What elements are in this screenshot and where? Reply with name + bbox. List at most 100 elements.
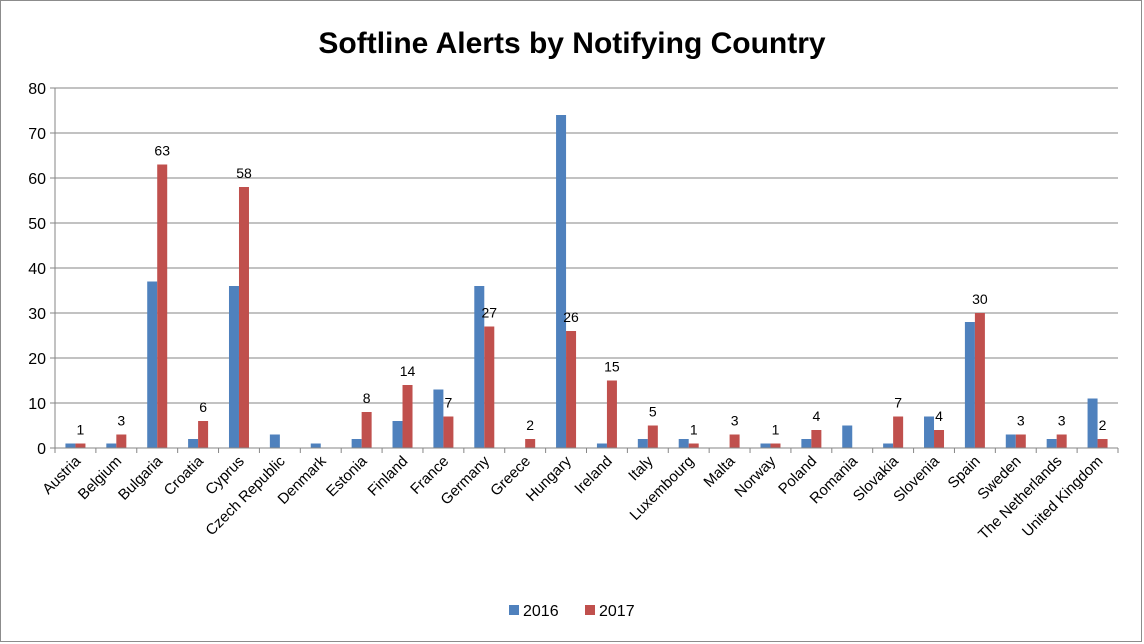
bar-2016-22 (964, 322, 975, 448)
y-tick-label: 70 (28, 126, 46, 143)
data-label-2017-11: 2 (526, 417, 534, 433)
bar-2017-24 (1056, 434, 1067, 448)
data-label-2017-0: 1 (77, 422, 85, 438)
bar-2017-10 (484, 326, 495, 448)
bar-2017-20 (893, 416, 904, 448)
y-tick-label: 30 (28, 306, 46, 323)
data-label-2017-20: 7 (894, 395, 902, 411)
data-label-2017-21: 4 (935, 408, 943, 424)
bar-2016-5 (269, 434, 280, 448)
x-tick-label: Slovenia (890, 452, 943, 505)
legend-swatch-2017 (585, 605, 595, 615)
bar-2016-1 (106, 443, 117, 448)
bar-2016-21 (924, 416, 935, 448)
y-tick-label: 60 (28, 171, 46, 188)
bar-2017-17 (770, 443, 781, 448)
bars (65, 115, 1108, 448)
data-label-2017-16: 3 (731, 413, 739, 429)
legend-label-2017: 2017 (599, 603, 635, 620)
data-label-2017-25: 2 (1099, 417, 1107, 433)
data-label-2017-24: 3 (1058, 413, 1066, 429)
bar-2017-18 (811, 430, 822, 448)
bar-2017-12 (566, 331, 577, 448)
y-tick-label: 40 (28, 261, 46, 278)
bar-2017-11 (525, 439, 536, 448)
x-tick-label: Bulgaria (115, 452, 166, 503)
bar-2016-10 (474, 286, 485, 448)
y-axis: 0 10 20 30 40 50 60 70 80 (28, 81, 56, 458)
data-label-2017-12: 26 (563, 309, 579, 325)
y-tick-label: 20 (28, 351, 46, 368)
bar-2016-0 (65, 443, 76, 448)
x-axis: AustriaBelgiumBulgariaCroatiaCyprusCzech… (39, 447, 1119, 543)
bar-2016-14 (637, 439, 648, 448)
legend-label-2016: 2016 (523, 603, 559, 620)
bar-2016-15 (678, 439, 689, 448)
bar-2016-13 (596, 443, 607, 448)
bar-2017-16 (729, 434, 740, 448)
bar-2017-7 (361, 412, 372, 448)
bar-2016-18 (801, 439, 812, 448)
data-label-2017-18: 4 (812, 408, 820, 424)
bar-2017-14 (647, 425, 658, 448)
data-label-2017-14: 5 (649, 404, 657, 420)
x-tick-label: Hungary (523, 452, 575, 504)
data-label-2017-13: 15 (604, 359, 620, 375)
x-tick-label: Ireland (571, 453, 615, 497)
bar-2016-6 (310, 443, 321, 448)
data-label-2017-2: 63 (154, 143, 170, 159)
data-label-2017-10: 27 (481, 305, 497, 321)
bar-2016-25 (1087, 398, 1098, 448)
bar-2017-25 (1097, 439, 1108, 448)
x-tick-label: Spain (945, 453, 984, 492)
gridlines (55, 87, 1118, 449)
y-tick-label: 80 (28, 81, 46, 98)
bar-2016-2 (147, 281, 158, 448)
bar-2017-22 (974, 313, 985, 448)
data-label-2017-23: 3 (1017, 413, 1025, 429)
data-label-2017-9: 7 (445, 395, 453, 411)
bar-2016-12 (556, 115, 567, 448)
bar-2016-8 (392, 421, 403, 448)
bar-2016-4 (228, 286, 239, 448)
x-tick-label: Estonia (323, 452, 371, 500)
y-tick-label: 0 (37, 441, 46, 458)
data-label-2017-4: 58 (236, 165, 252, 181)
y-tick-label: 10 (28, 396, 46, 413)
bar-2017-8 (402, 385, 413, 448)
data-label-2017-17: 1 (772, 422, 780, 438)
bar-2017-23 (1015, 434, 1026, 448)
data-label-2017-1: 3 (117, 413, 125, 429)
bar-2016-23 (1005, 434, 1016, 448)
x-tick-label: Italy (625, 452, 657, 484)
data-label-2017-8: 14 (400, 363, 416, 379)
x-tick-label: Croatia (161, 452, 208, 499)
x-tick-label: Finland (365, 453, 412, 500)
bar-2017-21 (934, 430, 945, 448)
bar-2017-1 (116, 434, 127, 448)
bar-2017-2 (157, 164, 168, 448)
bar-2016-24 (1046, 439, 1057, 448)
data-label-2017-15: 1 (690, 422, 698, 438)
chart-title: Softline Alerts by Notifying Country (318, 27, 826, 60)
bar-2017-13 (606, 380, 617, 448)
data-label-2017-22: 30 (972, 291, 988, 307)
legend-swatch-2016 (509, 605, 519, 615)
bar-2016-19 (842, 425, 853, 448)
bar-2017-0 (75, 443, 86, 448)
legend: 2016 2017 (509, 603, 635, 620)
x-tick-label: Norway (731, 452, 779, 500)
x-tick-label: Malta (700, 452, 738, 490)
bar-2016-20 (883, 443, 894, 448)
y-tick-label: 50 (28, 216, 46, 233)
bar-2017-9 (443, 416, 454, 448)
bar-2016-7 (351, 439, 362, 448)
bar-2016-9 (433, 389, 444, 448)
data-label-2017-3: 6 (199, 399, 207, 415)
bar-2017-4 (238, 187, 249, 448)
bar-2016-3 (188, 439, 199, 448)
data-label-2017-7: 8 (363, 390, 371, 406)
